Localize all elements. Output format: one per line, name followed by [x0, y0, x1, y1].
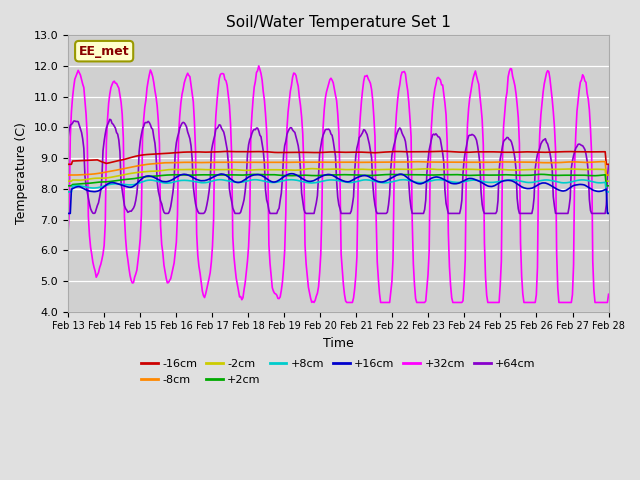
+16cm: [64, 211, 72, 216]
+8cm: [64, 189, 72, 195]
Legend: -16cm, -8cm, -2cm, +2cm, +8cm, +16cm, +32cm, +64cm: -16cm, -8cm, -2cm, +2cm, +8cm, +16cm, +3…: [136, 355, 540, 389]
-8cm: [232, 159, 240, 165]
+8cm: [216, 177, 224, 182]
+64cm: [294, 143, 302, 149]
+16cm: [232, 180, 240, 185]
+8cm: [368, 178, 376, 183]
Line: +16cm: +16cm: [68, 174, 609, 214]
-2cm: [64, 178, 72, 184]
+64cm: [64, 135, 72, 141]
-8cm: [64, 172, 72, 178]
-16cm: [367, 150, 374, 156]
-2cm: [232, 167, 240, 172]
-2cm: [308, 166, 316, 171]
+32cm: [395, 88, 403, 94]
Title: Soil/Water Temperature Set 1: Soil/Water Temperature Set 1: [226, 15, 451, 30]
+16cm: [605, 211, 612, 216]
-16cm: [64, 161, 72, 167]
Line: +32cm: +32cm: [68, 66, 609, 302]
+2cm: [461, 172, 469, 178]
+64cm: [557, 211, 565, 216]
+32cm: [463, 121, 471, 127]
Line: -8cm: -8cm: [68, 162, 609, 175]
-16cm: [392, 149, 400, 155]
-2cm: [368, 167, 376, 172]
-2cm: [605, 178, 612, 184]
Line: -16cm: -16cm: [68, 151, 609, 164]
+64cm: [605, 162, 612, 168]
+2cm: [292, 173, 300, 179]
+16cm: [394, 172, 401, 178]
+32cm: [369, 97, 376, 103]
+16cm: [287, 171, 295, 177]
+2cm: [392, 172, 400, 178]
-8cm: [605, 172, 612, 178]
Line: +64cm: +64cm: [68, 120, 609, 214]
-16cm: [605, 161, 612, 167]
+64cm: [395, 126, 403, 132]
Y-axis label: Temperature (C): Temperature (C): [15, 122, 28, 225]
+2cm: [605, 183, 612, 189]
+16cm: [463, 177, 470, 182]
+32cm: [310, 300, 318, 305]
+2cm: [232, 172, 240, 178]
-2cm: [292, 168, 300, 173]
+32cm: [605, 291, 612, 297]
-2cm: [463, 167, 470, 172]
+2cm: [64, 183, 72, 189]
Line: +2cm: +2cm: [68, 174, 609, 186]
+8cm: [463, 178, 470, 184]
+32cm: [557, 300, 565, 305]
-16cm: [556, 149, 564, 155]
+8cm: [394, 178, 401, 183]
Line: +8cm: +8cm: [68, 180, 609, 192]
-16cm: [463, 149, 470, 155]
-8cm: [555, 160, 563, 166]
-8cm: [367, 159, 374, 165]
-8cm: [599, 159, 607, 165]
+16cm: [556, 188, 564, 193]
Line: -2cm: -2cm: [68, 168, 609, 181]
+16cm: [368, 175, 376, 181]
+32cm: [232, 275, 240, 281]
+64cm: [106, 117, 114, 122]
+16cm: [293, 172, 301, 178]
+2cm: [556, 172, 564, 178]
+32cm: [293, 79, 301, 84]
X-axis label: Time: Time: [323, 337, 354, 350]
Text: EE_met: EE_met: [79, 45, 129, 58]
+8cm: [293, 178, 301, 183]
+2cm: [537, 171, 545, 177]
-16cm: [292, 149, 300, 155]
+64cm: [90, 211, 98, 216]
-8cm: [392, 159, 400, 165]
-16cm: [232, 149, 240, 155]
-2cm: [394, 167, 401, 172]
-2cm: [556, 167, 564, 172]
+8cm: [234, 180, 241, 185]
+32cm: [255, 63, 262, 69]
+64cm: [235, 211, 243, 216]
-16cm: [438, 148, 445, 154]
+64cm: [463, 137, 471, 143]
+8cm: [605, 189, 612, 195]
+64cm: [369, 180, 376, 186]
+8cm: [556, 180, 564, 185]
-8cm: [292, 159, 300, 165]
-8cm: [461, 159, 469, 165]
+2cm: [367, 173, 374, 179]
+32cm: [64, 230, 72, 236]
